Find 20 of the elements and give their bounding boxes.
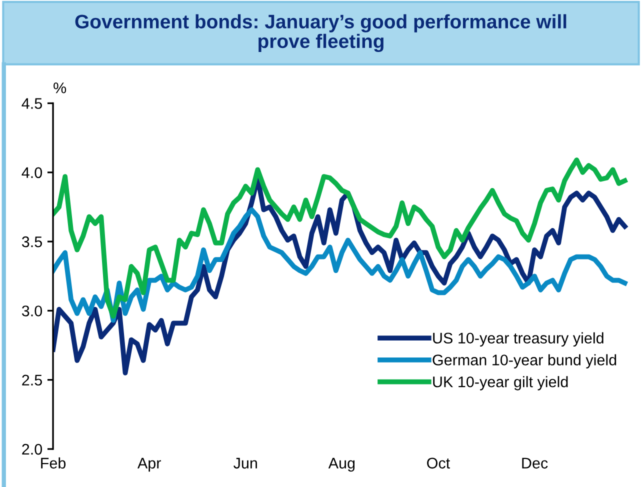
x-tick-label: Jun	[234, 458, 257, 469]
x-tick-label: Oct	[427, 458, 450, 469]
x-tick-label: Dec	[522, 458, 548, 469]
y-axis-title: %	[54, 82, 66, 94]
y-tick-label: 2.0	[22, 444, 42, 455]
x-tick-label: Apr	[137, 458, 161, 472]
chart-title: Government bonds: January’s good performance will prove fleeting	[75, 14, 566, 52]
y-tick-label: 4.0	[22, 167, 42, 178]
legend-label: US 10-year treasury yield	[433, 332, 604, 347]
y-tick-label: 4.5	[22, 98, 42, 109]
line-series	[53, 176, 628, 376]
x-tick-label: Aug	[328, 458, 355, 472]
legend-label: UK 10-year gilt yield	[433, 376, 568, 390]
y-tick-label: 3.5	[22, 236, 42, 248]
x-tick-label: Feb	[41, 457, 66, 469]
line-series	[53, 158, 628, 319]
y-tick-label: 3.0	[22, 306, 42, 316]
legend-label: German 10-year bund yield	[432, 354, 616, 368]
y-tick-label: 2.5	[22, 374, 42, 386]
line-series	[53, 207, 628, 323]
